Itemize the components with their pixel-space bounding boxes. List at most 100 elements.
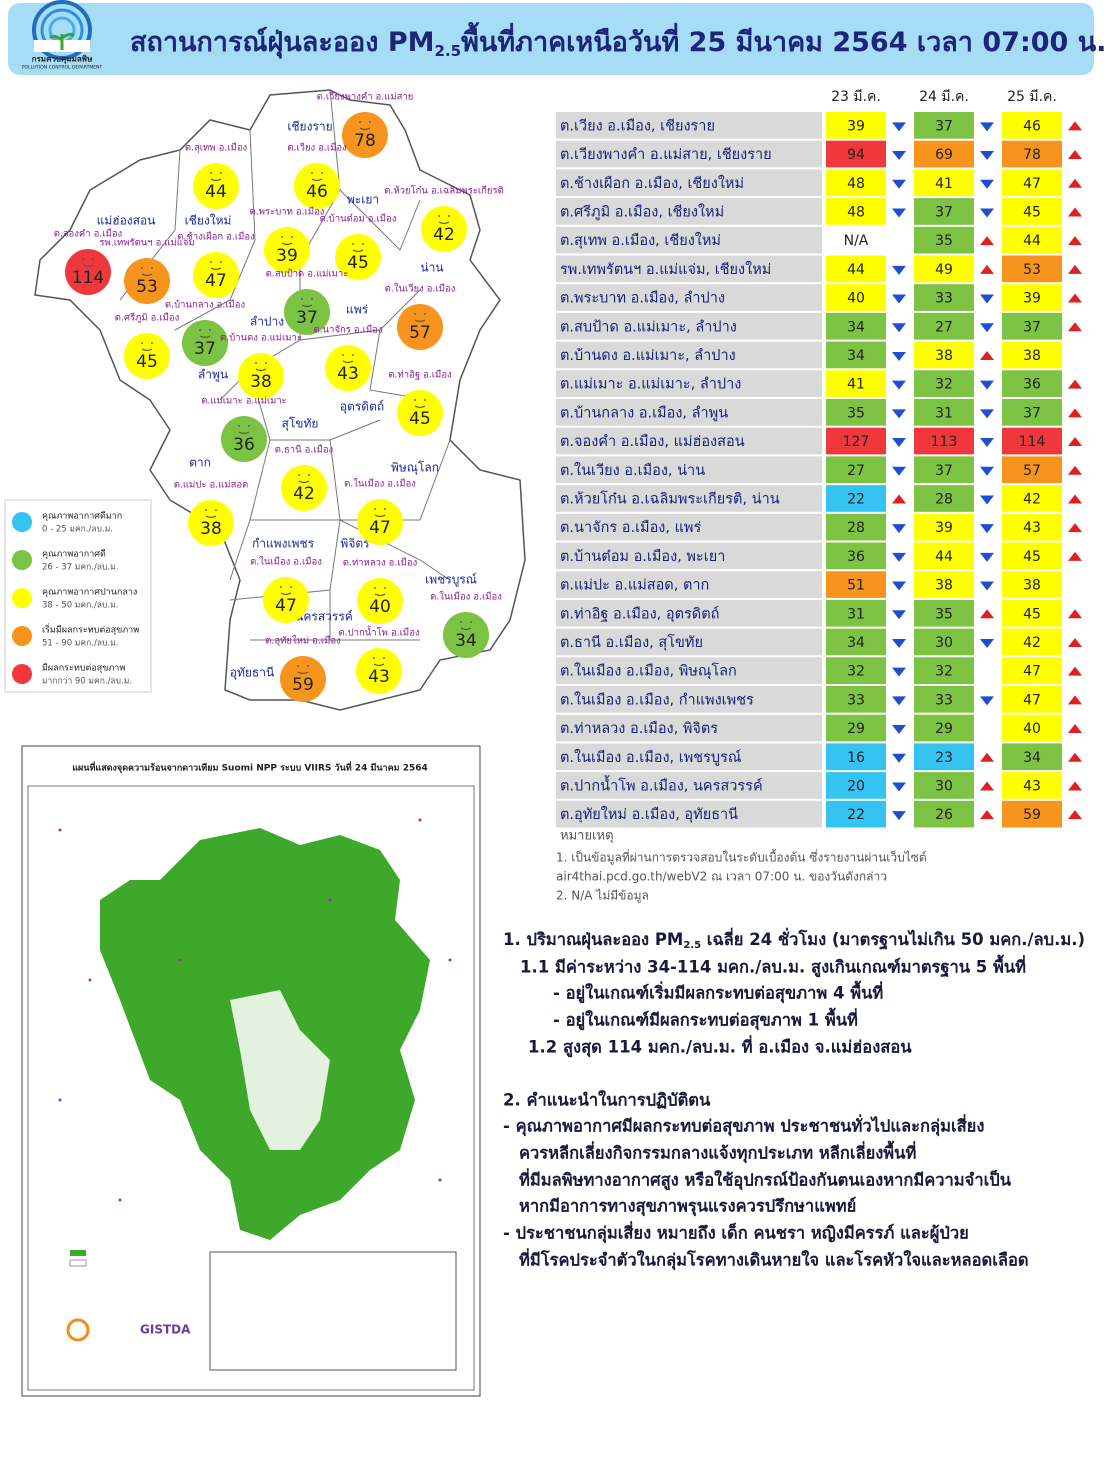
trend-up — [980, 350, 994, 360]
value-text: 31 — [847, 606, 865, 622]
station-marker — [397, 390, 443, 436]
province-name: เชียงใหม่ — [185, 214, 232, 228]
value-cell — [826, 284, 886, 311]
station-cell — [556, 714, 822, 742]
station-label: ต.ในเมือง อ.เมือง — [250, 556, 322, 568]
station-name: ต.สบป้าด อ.แม่เมาะ, ลำปาง — [560, 318, 737, 335]
station-name: ต.สุเทพ อ.เมือง, เชียงใหม่ — [560, 231, 721, 249]
station-label: ต.สุเทพ อ.เมือง — [185, 143, 247, 154]
face — [414, 313, 426, 323]
station-value: 47 — [369, 518, 391, 538]
value-cell — [914, 427, 974, 455]
station-label: ต.เวียง อ.เมือง — [287, 142, 347, 154]
trend-up — [892, 494, 906, 504]
trend-down — [892, 581, 906, 591]
value-cell — [826, 427, 886, 455]
station-marker — [284, 289, 330, 335]
station-label: ต.ในเมือง อ.เมือง — [430, 591, 502, 603]
value-cell — [826, 169, 886, 197]
trend-down — [892, 466, 906, 476]
legend-range: 0 - 25 มคก./ลบ.ม. — [42, 525, 113, 535]
value-cell — [1002, 628, 1062, 656]
summary-line: 1. ปริมาณฝุ่นละออง PM2.5 เฉลี่ย 24 ชั่วโ… — [503, 927, 1085, 952]
title-part: พื้นที่ภาคเหนือวันที่ 25 มีนาคม 2564 เวล… — [461, 21, 1106, 58]
station-cell — [556, 370, 822, 397]
value-cell — [914, 226, 974, 254]
station-value: 38 — [200, 519, 222, 539]
station-cell — [556, 571, 822, 598]
province-name: สุโขทัย — [282, 417, 319, 432]
value-text: 43 — [1023, 520, 1041, 536]
value-text: 39 — [1023, 291, 1041, 307]
summary-line: หากมีอาการทางสุขภาพรุนแรงควรปรึกษาแพทย์ — [519, 1197, 856, 1217]
value-cell — [914, 657, 974, 684]
value-text: 38 — [1023, 348, 1041, 364]
value-text: 45 — [1023, 549, 1041, 565]
station-marker — [280, 656, 326, 702]
station-cell — [556, 112, 822, 139]
province-name: อุทัยธานี — [230, 666, 274, 681]
value-text: 94 — [847, 147, 865, 163]
summary-line: - ประชาชนกลุ่มเสี่ยง หมายถึง เด็ก คนชรา … — [503, 1221, 969, 1245]
trend-up — [1068, 178, 1082, 188]
trend-down — [892, 380, 906, 390]
satellite-title: แผนที่แสดงจุดความร้อนจากดาวเทียม Suomi N… — [72, 761, 428, 774]
value-text: 29 — [847, 721, 865, 737]
trend-down — [980, 495, 994, 505]
station-value: 47 — [275, 596, 297, 616]
value-text: 35 — [935, 233, 953, 249]
trend-down — [980, 696, 994, 706]
value-text: 44 — [935, 549, 953, 565]
station-value: 43 — [337, 364, 359, 384]
station-value: 46 — [306, 182, 328, 202]
trend-down — [892, 667, 906, 677]
value-text: 28 — [935, 491, 953, 507]
station-cell — [556, 743, 822, 771]
face — [438, 215, 450, 225]
legend-swatch — [12, 512, 32, 532]
face — [281, 236, 293, 246]
summary-line: - อยู่ในเกณฑ์เริ่มมีผลกระทบต่อสุขภาพ 4 พ… — [553, 981, 883, 1005]
station-marker — [193, 252, 239, 298]
value-text: 46 — [1023, 118, 1041, 134]
note-line: 2. N/A ไม่มีข้อมูล — [556, 889, 649, 904]
station-label: รพ.เทพรัตนฯ อ.แม่แจ่ม — [99, 238, 194, 249]
trend-down — [892, 294, 906, 304]
station-name: ต.แม่ปะ อ.แม่สอด, ตาก — [560, 578, 709, 594]
station-cell — [556, 485, 822, 512]
legend-swatch — [12, 664, 32, 684]
station-label: ต.จองคำ อ.เมือง — [54, 229, 122, 240]
value-cell — [1002, 198, 1062, 225]
legend-range: 51 - 90 มคก./ลบ.ม. — [42, 639, 118, 649]
value-cell — [914, 169, 974, 197]
station-label: ต.ศรีภูมิ อ.เมือง — [115, 312, 179, 324]
value-cell — [1002, 772, 1062, 799]
station-marker — [221, 416, 267, 462]
value-cell — [914, 513, 974, 541]
value-cell — [1002, 312, 1062, 340]
trend-up — [1068, 609, 1082, 619]
value-text: 26 — [935, 807, 953, 823]
trend-up — [1068, 810, 1082, 820]
summary-line: 2. คำแนะนำในการปฏิบัติตน — [503, 1090, 711, 1110]
value-text: 45 — [1023, 606, 1041, 622]
trend-up — [980, 609, 994, 619]
station-name: ต.ในเมือง อ.เมือง, เพชรบูรณ์ — [560, 748, 741, 766]
station-value: 57 — [409, 323, 431, 343]
value-text: 78 — [1023, 147, 1041, 163]
value-cell — [1002, 140, 1062, 168]
station-label: ต.เวียงพางคำ อ.แม่สาย — [317, 91, 414, 103]
station-value: 40 — [369, 597, 391, 617]
trend-up — [1068, 379, 1082, 389]
station-value: 39 — [276, 246, 298, 266]
trend-up — [1068, 437, 1082, 447]
station-name: ต.บ้านต๋อม อ.เมือง, พะเยา — [560, 548, 725, 565]
value-cell — [826, 370, 886, 397]
legend-title: คุณภาพอากาศปานกลาง — [42, 588, 137, 598]
station-label: ต.ธานี อ.เมือง — [275, 444, 333, 456]
station-name: ต.เวียง อ.เมือง, เชียงราย — [560, 117, 715, 134]
trend-up — [1068, 637, 1082, 647]
trend-up — [1068, 322, 1082, 332]
province-name: พิษณุโลก — [391, 461, 439, 476]
